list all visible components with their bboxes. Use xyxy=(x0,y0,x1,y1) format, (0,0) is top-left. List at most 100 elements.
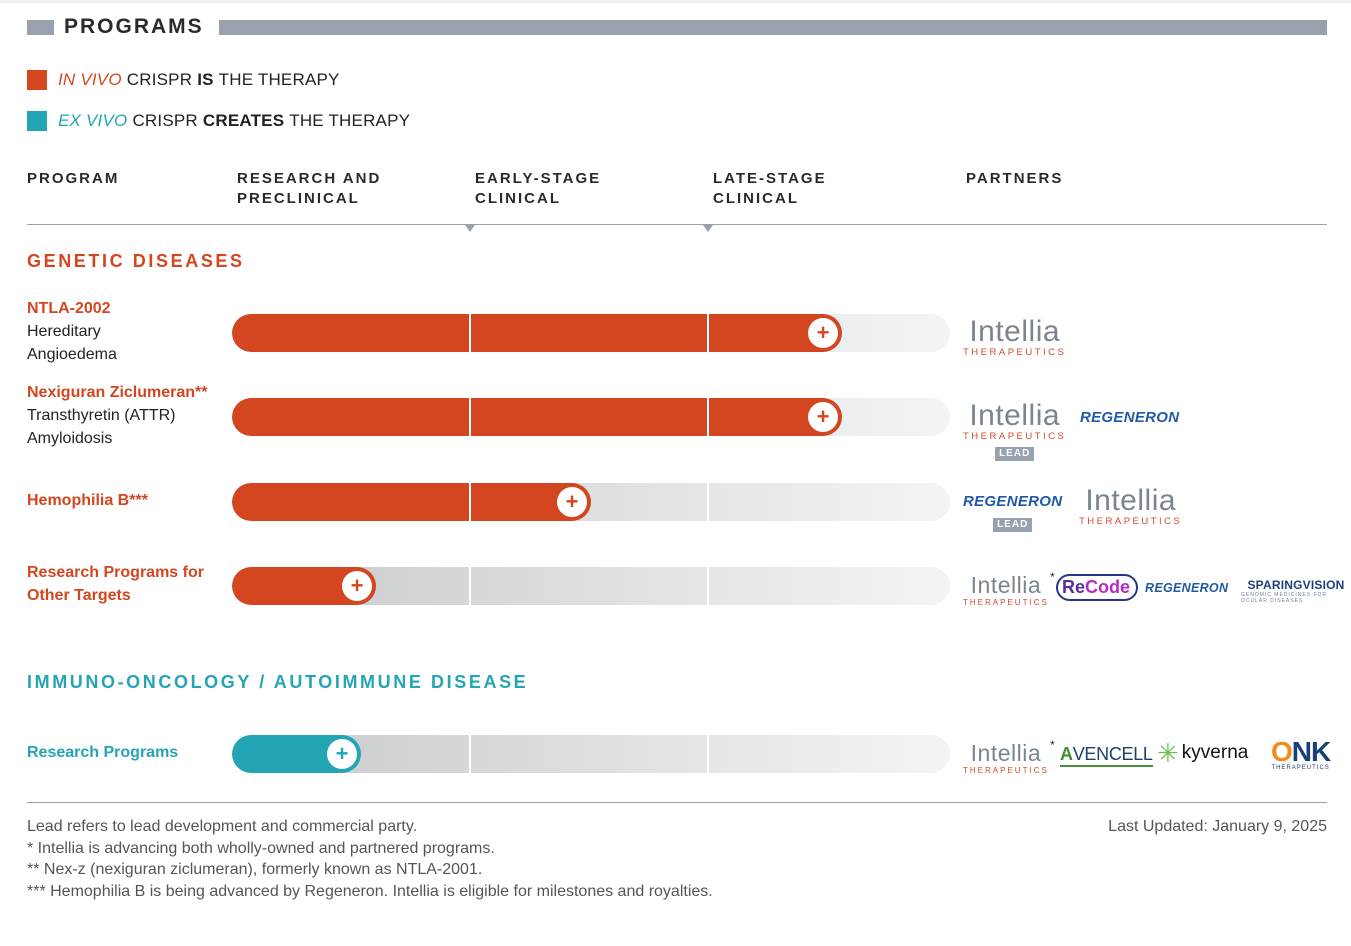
column-header-early-line1: EARLY-STAGE xyxy=(475,170,602,187)
kyverna-logo[interactable]: ✳ kyverna xyxy=(1157,738,1249,768)
expand-plus-icon[interactable]: + xyxy=(808,318,838,348)
stage-marker-late xyxy=(703,225,713,232)
lead-badge: LEAD xyxy=(995,447,1035,461)
legend-ex-vivo-pre: CRISPR xyxy=(132,111,198,130)
program-name: NTLA-2002 xyxy=(27,300,111,317)
legend-in-vivo-emphasis: IN VIVO xyxy=(58,70,122,89)
intellia-logo[interactable]: Intellia THERAPEUTICS * xyxy=(963,738,1055,776)
program-name: Nexiguran Ziclumeran** xyxy=(27,384,208,401)
regeneron-logo[interactable]: REGENERON xyxy=(1080,408,1179,428)
last-updated: Last Updated: January 9, 2025 xyxy=(1108,818,1327,835)
top-edge-line xyxy=(0,0,1351,3)
header-rule-left xyxy=(27,20,54,35)
legend-in-vivo-post: THE THERAPY xyxy=(218,70,340,89)
stage-divider xyxy=(469,398,471,436)
intellia-logo-sub: THERAPEUTICS xyxy=(963,598,1049,607)
legend-ex-vivo-post: THE THERAPY xyxy=(289,111,411,130)
intellia-logo-text: Intellia xyxy=(969,399,1061,432)
asterisk-mark: * xyxy=(1050,738,1055,752)
program-name: Research Programs for Other Targets xyxy=(27,564,204,604)
intellia-logo[interactable]: Intellia THERAPEUTICS * xyxy=(963,570,1055,608)
stage-divider xyxy=(707,314,709,352)
expand-plus-icon[interactable]: + xyxy=(342,571,372,601)
intellia-logo-sub: THERAPEUTICS xyxy=(1079,516,1183,527)
column-header-program: PROGRAM xyxy=(27,169,119,189)
footnotes: Lead refers to lead development and comm… xyxy=(27,816,713,903)
column-header-late-line1: LATE-STAGE xyxy=(713,170,827,187)
intellia-logo[interactable]: Intellia THERAPEUTICS LEAD xyxy=(963,400,1066,461)
progress-track: + xyxy=(232,735,950,773)
program-nexiguran-ziclumeran[interactable]: Nexiguran Ziclumeran** Transthyretin (AT… xyxy=(27,381,227,450)
column-header-divider xyxy=(27,224,1327,225)
legend-ex-vivo-emphasis: EX VIVO xyxy=(58,111,128,130)
column-header-early: EARLY-STAGE CLINICAL xyxy=(475,169,601,209)
stage-divider xyxy=(707,483,709,521)
intellia-logo[interactable]: Intellia THERAPEUTICS xyxy=(1079,485,1182,527)
kyverna-burst-icon: ✳ xyxy=(1157,738,1179,768)
footnote-double-star: ** Nex-z (nexiguran ziclumeran), formerl… xyxy=(27,861,483,879)
stage-divider xyxy=(469,483,471,521)
program-ntla-2002[interactable]: NTLA-2002 Hereditary Angioedema xyxy=(27,297,227,366)
section-immuno-oncology: IMMUNO-ONCOLOGY / AUTOIMMUNE DISEASE xyxy=(27,672,529,692)
progress-fill xyxy=(232,314,842,352)
legend-ex-vivo-bold: CREATES xyxy=(202,111,285,130)
in-vivo-swatch xyxy=(27,70,47,90)
expand-plus-icon[interactable]: + xyxy=(557,487,587,517)
regeneron-logo-text: REGENERON xyxy=(1080,409,1180,426)
onk-logo-text: ONK xyxy=(1271,736,1331,767)
column-header-partners-label: PARTNERS xyxy=(966,170,1064,187)
intellia-logo-text: Intellia xyxy=(1085,484,1177,517)
program-name: Research Programs xyxy=(27,744,179,761)
avencell-logo[interactable]: AVENCELL xyxy=(1060,743,1153,767)
kyverna-logo-text: ✳ kyverna xyxy=(1157,738,1249,768)
progress-track: + xyxy=(232,567,950,605)
intellia-logo-text: Intellia xyxy=(970,572,1042,598)
intellia-logo-sub: THERAPEUTICS xyxy=(963,347,1067,358)
program-name: Hemophilia B*** xyxy=(27,492,148,509)
kyverna-logo-word: kyverna xyxy=(1181,742,1249,763)
regeneron-logo[interactable]: REGENERON LEAD xyxy=(963,492,1062,532)
program-research-other-targets[interactable]: Research Programs for Other Targets xyxy=(27,561,222,607)
regeneron-logo[interactable]: REGENERON xyxy=(1145,578,1228,598)
column-header-early-line2: CLINICAL xyxy=(475,190,561,207)
progress-track: + xyxy=(232,398,950,436)
header-rule-right xyxy=(219,20,1327,35)
sparingvision-logo[interactable]: SPARINGVISION GENOMIC MEDICINES FOR OCUL… xyxy=(1241,578,1351,604)
stage-divider xyxy=(469,314,471,352)
expand-plus-icon[interactable]: + xyxy=(808,402,838,432)
recode-logo[interactable]: ReCode xyxy=(1056,574,1139,601)
progress-fill xyxy=(232,483,591,521)
legend-in-vivo-bold: IS xyxy=(197,70,214,89)
intellia-logo-text: Intellia xyxy=(969,315,1061,348)
onk-logo-o: O xyxy=(1271,736,1293,767)
stage-divider xyxy=(707,398,709,436)
footnote-lead: Lead refers to lead development and comm… xyxy=(27,818,418,835)
footer-divider xyxy=(27,802,1327,803)
lead-badge: LEAD xyxy=(993,518,1033,532)
program-hemophilia-b[interactable]: Hemophilia B*** xyxy=(27,489,227,512)
onk-logo-nk: NK xyxy=(1291,736,1331,767)
intellia-logo[interactable]: Intellia THERAPEUTICS xyxy=(963,316,1066,358)
program-research-ex-vivo[interactable]: Research Programs xyxy=(27,741,227,764)
avencell-logo-rest: VENCELL xyxy=(1072,744,1153,764)
progress-track: + xyxy=(232,483,950,521)
footnote-star: * Intellia is advancing both wholly-owne… xyxy=(27,839,495,857)
stage-divider xyxy=(707,735,709,773)
sparingvision-logo-sub: GENOMIC MEDICINES FOR OCULAR DISEASES xyxy=(1241,592,1328,604)
expand-plus-icon[interactable]: + xyxy=(327,739,357,769)
legend-in-vivo: IN VIVO CRISPR IS THE THERAPY xyxy=(27,70,340,90)
avencell-logo-text: AVENCELL xyxy=(1060,743,1153,767)
stage-divider xyxy=(469,735,471,773)
onk-logo-sub: THERAPEUTICS xyxy=(1271,765,1330,771)
column-header-research-line2: PRECLINICAL xyxy=(237,190,360,207)
onk-logo[interactable]: ONK THERAPEUTICS xyxy=(1271,736,1331,772)
column-header-research-line1: RESEARCH AND xyxy=(237,170,382,187)
progress-track: + xyxy=(232,314,950,352)
stage-divider xyxy=(707,567,709,605)
column-header-late: LATE-STAGE CLINICAL xyxy=(713,169,827,209)
ex-vivo-swatch xyxy=(27,111,47,131)
sparingvision-logo-text: SPARINGVISION xyxy=(1247,578,1345,592)
program-desc-line1: Hereditary xyxy=(27,323,101,340)
column-header-program-label: PROGRAM xyxy=(27,170,120,187)
legend-ex-vivo: EX VIVO CRISPR CREATES THE THERAPY xyxy=(27,111,410,131)
